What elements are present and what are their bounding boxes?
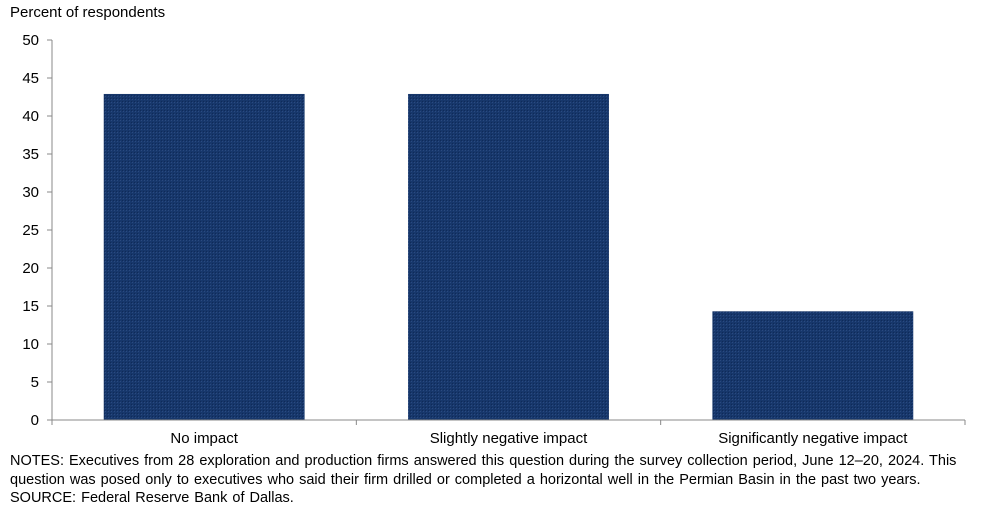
- bar: [408, 93, 609, 421]
- y-tick-label: 40: [22, 108, 39, 125]
- chart-footnotes: NOTES: Executives from 28 exploration an…: [10, 452, 970, 508]
- y-tick-label: 35: [22, 146, 39, 163]
- x-category-label: Slightly negative impact: [430, 430, 588, 447]
- x-axis-ticks: No impact Slightly negative impact Signifi…: [51, 420, 966, 447]
- y-tick-label: 30: [22, 184, 39, 201]
- y-axis-ticks: 0 5 10 15 20 25 30 35 40 45 50: [22, 32, 52, 429]
- y-tick-label: 20: [22, 260, 39, 277]
- y-tick-label: 5: [31, 374, 39, 391]
- x-category-label: Significantly negative impact: [718, 430, 908, 447]
- y-tick-label: 15: [22, 298, 39, 315]
- y-tick-label: 0: [31, 412, 39, 429]
- bar: [712, 311, 914, 420]
- bars: [103, 93, 914, 421]
- source-text: SOURCE: Federal Reserve Bank of Dallas.: [10, 490, 294, 506]
- bar: [103, 93, 305, 421]
- y-tick-label: 50: [22, 32, 39, 49]
- x-category-label: No impact: [170, 430, 238, 447]
- notes-text: NOTES: Executives from 28 exploration an…: [10, 453, 957, 488]
- y-tick-label: 45: [22, 70, 39, 87]
- y-axis-label: Percent of respondents: [10, 4, 165, 21]
- y-tick-label: 25: [22, 222, 39, 239]
- y-tick-label: 10: [22, 336, 39, 353]
